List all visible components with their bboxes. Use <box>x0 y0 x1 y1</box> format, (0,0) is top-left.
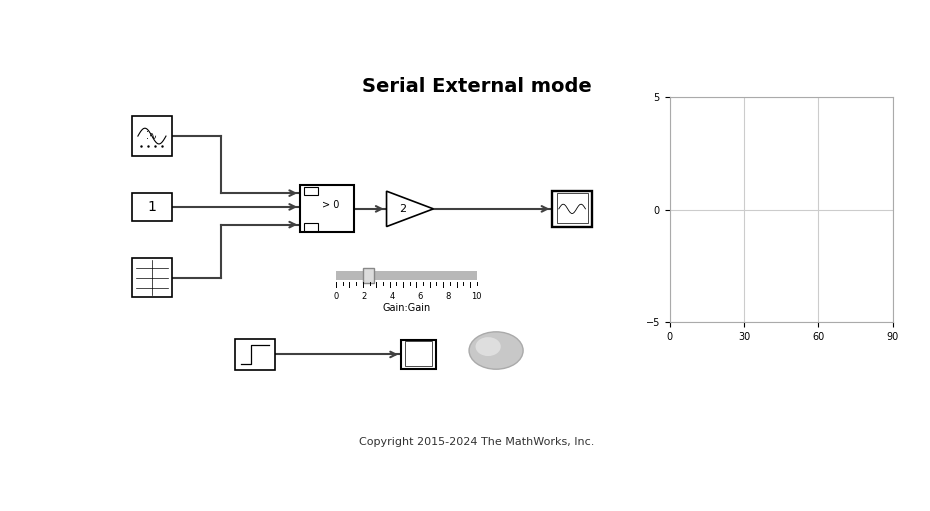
Text: Copyright 2015-2024 The MathWorks, Inc.: Copyright 2015-2024 The MathWorks, Inc. <box>359 437 594 447</box>
Text: 6: 6 <box>418 292 423 301</box>
Bar <box>401 339 435 369</box>
Bar <box>132 258 172 297</box>
Bar <box>303 187 318 195</box>
Bar <box>364 268 374 283</box>
Ellipse shape <box>469 332 523 369</box>
Text: 0: 0 <box>334 292 339 301</box>
Ellipse shape <box>475 337 500 356</box>
Bar <box>405 341 432 366</box>
Text: 2: 2 <box>362 292 366 301</box>
Bar <box>235 339 275 370</box>
Text: > 0: > 0 <box>322 200 339 210</box>
Bar <box>132 193 172 221</box>
Polygon shape <box>387 191 433 226</box>
Text: 1: 1 <box>148 200 156 214</box>
Bar <box>303 223 318 230</box>
Text: 8: 8 <box>445 292 451 301</box>
Text: Gain:Gain: Gain:Gain <box>382 304 431 313</box>
Bar <box>300 185 354 233</box>
Text: Serial External mode: Serial External mode <box>362 77 591 96</box>
Bar <box>552 191 591 226</box>
Bar <box>336 271 477 280</box>
Bar <box>557 193 588 223</box>
Bar <box>132 117 172 156</box>
Text: 10: 10 <box>472 292 482 301</box>
Text: ⁚∿: ⁚∿ <box>146 131 157 141</box>
Text: 4: 4 <box>390 292 395 301</box>
Text: 2: 2 <box>399 204 406 214</box>
